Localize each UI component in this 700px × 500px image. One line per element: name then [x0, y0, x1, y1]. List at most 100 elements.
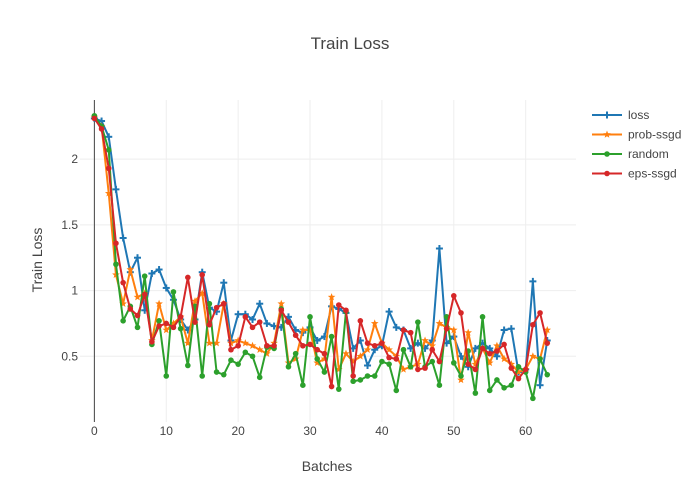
data-point-eps-ssgd: [450, 293, 457, 299]
series-eps-ssgd: [91, 115, 551, 390]
data-point-prob-ssgd: [435, 319, 444, 327]
y-tick-label: 1.5: [61, 218, 78, 232]
data-point-eps-ssgd: [350, 373, 356, 379]
data-point-loss: [162, 284, 170, 292]
legend[interactable]: loss prob-ssgd random eps-ssgd: [592, 108, 681, 181]
data-point-random: [393, 387, 400, 394]
data-point-prob-ssgd: [313, 358, 322, 367]
data-point-random: [185, 362, 191, 369]
data-point-prob-ssgd: [212, 339, 221, 347]
data-point-random: [335, 386, 342, 392]
data-point-random: [256, 374, 263, 381]
data-point-random: [501, 385, 507, 391]
data-point-eps-ssgd: [486, 350, 493, 357]
data-point-prob-ssgd: [471, 360, 480, 368]
y-tick-label: 0.5: [61, 349, 78, 363]
data-point-random: [235, 361, 241, 367]
y-tick-label: 2: [71, 152, 78, 166]
data-point-eps-ssgd: [149, 339, 155, 345]
data-point-eps-ssgd: [415, 366, 421, 373]
legend-swatch-marker: [604, 151, 610, 157]
data-point-prob-ssgd: [349, 357, 357, 365]
data-point-prob-ssgd: [104, 189, 113, 197]
data-point-prob-ssgd: [277, 299, 286, 307]
data-point-loss: [148, 269, 156, 277]
data-point-prob-ssgd: [449, 326, 458, 334]
data-point-eps-ssgd: [220, 300, 227, 307]
legend-item-random[interactable]: random: [592, 147, 669, 161]
data-point-prob-ssgd: [370, 319, 379, 327]
data-point-loss: [493, 352, 501, 360]
data-point-prob-ssgd: [306, 326, 314, 334]
data-point-eps-ssgd: [141, 291, 148, 298]
legend-item-loss[interactable]: loss: [592, 108, 649, 122]
data-point-eps-ssgd: [213, 304, 220, 311]
data-point-random: [386, 361, 392, 367]
data-point-prob-ssgd: [263, 349, 271, 357]
data-point-random: [163, 373, 170, 379]
data-point-eps-ssgd: [105, 165, 112, 172]
x-tick-label: 60: [519, 424, 533, 438]
y-axis-ticks: 0.5 1 1.5 2: [61, 152, 78, 363]
data-point-random: [177, 325, 184, 332]
data-point-eps-ssgd: [501, 341, 507, 348]
data-point-eps-ssgd: [422, 365, 428, 371]
data-point-random: [113, 261, 119, 268]
data-point-eps-ssgd: [544, 340, 551, 346]
data-point-loss: [385, 308, 393, 316]
grid-lines: [80, 100, 576, 422]
data-point-random: [141, 273, 148, 279]
data-point-random: [458, 373, 464, 379]
data-point-prob-ssgd: [363, 345, 372, 353]
data-point-random: [307, 314, 313, 320]
chart-title: Train Loss: [311, 34, 390, 53]
data-point-prob-ssgd: [327, 293, 336, 301]
data-point-eps-ssgd: [328, 383, 335, 390]
data-point-loss: [249, 315, 257, 323]
x-tick-label: 50: [447, 424, 461, 438]
data-point-loss: [364, 361, 372, 369]
series-line-loss: [94, 117, 549, 387]
data-point-random: [300, 382, 306, 389]
legend-item-prob-ssgd[interactable]: prob-ssgd: [592, 128, 681, 142]
data-point-prob-ssgd: [126, 265, 135, 273]
data-point-prob-ssgd: [320, 354, 329, 363]
data-point-random: [120, 318, 126, 324]
data-point-prob-ssgd: [543, 326, 552, 334]
data-point-random: [371, 373, 378, 379]
legend-item-eps-ssgd[interactable]: eps-ssgd: [592, 167, 677, 181]
data-point-loss: [134, 254, 142, 262]
legend-label: eps-ssgd: [628, 167, 677, 181]
data-point-eps-ssgd: [228, 346, 234, 353]
x-tick-label: 20: [231, 424, 245, 438]
series-line-random: [93, 115, 549, 400]
y-axis-title: Train Loss: [29, 228, 45, 293]
series-random: [91, 112, 551, 402]
data-point-eps-ssgd: [278, 307, 285, 314]
data-point-random: [242, 349, 249, 356]
data-point-eps-ssgd: [300, 342, 306, 349]
data-point-prob-ssgd: [385, 345, 393, 353]
data-point-eps-ssgd: [400, 327, 407, 333]
data-point-random: [206, 300, 213, 307]
data-point-random: [415, 319, 421, 325]
data-point-eps-ssgd: [530, 321, 536, 328]
data-point-prob-ssgd: [514, 368, 523, 376]
data-point-loss: [105, 133, 113, 141]
data-point-loss: [155, 266, 163, 274]
data-point-prob-ssgd: [133, 293, 142, 301]
data-point-random: [357, 377, 364, 383]
data-point-loss: [457, 352, 465, 360]
data-point-loss: [471, 344, 479, 352]
data-point-random: [314, 356, 321, 362]
data-point-eps-ssgd: [98, 126, 105, 132]
data-point-eps-ssgd: [458, 310, 464, 316]
data-point-eps-ssgd: [127, 306, 134, 312]
data-point-loss: [234, 310, 242, 318]
data-point-prob-ssgd: [234, 336, 242, 344]
data-point-eps-ssgd: [314, 346, 321, 353]
data-point-eps-ssgd: [522, 366, 529, 373]
data-point-loss: [435, 245, 443, 253]
data-point-prob-ssgd: [112, 270, 120, 279]
